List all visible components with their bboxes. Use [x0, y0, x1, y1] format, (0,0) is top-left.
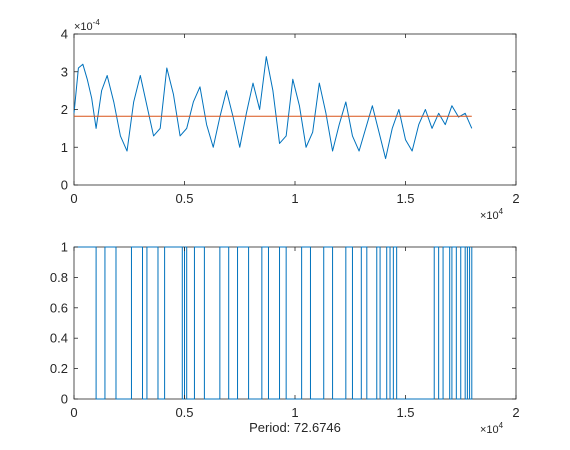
bottom-axes-box: [73, 246, 517, 400]
bottom-ticks-group: 0 0.5 1 1.5 2 0 0.2 0.4 0.6 0.8 1: [50, 240, 520, 421]
top-x-tick-label: 2: [512, 191, 519, 206]
bottom-axes: 0 0.5 1 1.5 2 0 0.2 0.4 0.6 0.8 1 ×104 Period: 72.…: [50, 240, 520, 437]
top-y-exponent-label: ×10-4: [74, 18, 100, 33]
top-x-exponent-label: ×104: [480, 207, 504, 222]
bottom-x-axis-label: Period: 72.6746: [249, 420, 341, 435]
top-y-exponent-power: -4: [93, 18, 101, 27]
bottom-y-tick-label: 0.8: [50, 270, 68, 285]
bottom-y-tick-label: 0.6: [50, 300, 68, 315]
top-series-group: [73, 56, 473, 160]
bottom-y-tick-label: 1: [61, 240, 68, 255]
bottom-y-tick-label: 0.4: [50, 331, 68, 346]
bottom-series-line-1: [74, 246, 473, 400]
bottom-x-tick-label: 0: [70, 405, 77, 420]
top-ticks-group: 0 0.5 1 1.5 2 0 1 2 3 4: [61, 27, 520, 207]
top-x-exponent-power: 4: [499, 207, 504, 216]
bottom-y-tick-label: 0.2: [50, 361, 68, 376]
top-y-tick-label: 2: [61, 102, 68, 117]
bottom-series-group: [74, 246, 473, 400]
top-x-tick-label: 1: [291, 191, 298, 206]
bottom-x-tick-label: 2: [512, 405, 519, 420]
bottom-x-tick-label: 1: [291, 405, 298, 420]
top-x-exponent-base: ×10: [480, 210, 499, 222]
top-y-exponent-base: ×10: [74, 21, 93, 33]
top-series-line-1: [73, 56, 473, 160]
bottom-x-exponent-power: 4: [499, 421, 504, 430]
top-y-tick-label: 0: [61, 178, 68, 193]
bottom-x-tick-label: 0.5: [175, 405, 193, 420]
top-x-tick-label: 0: [70, 191, 77, 206]
top-x-tick-label: 1.5: [396, 191, 414, 206]
top-y-tick-label: 4: [61, 27, 68, 42]
top-y-tick-label: 3: [61, 64, 68, 79]
bottom-x-exponent-base: ×10: [480, 424, 499, 436]
top-axes-box: [73, 33, 517, 186]
top-y-tick-label: 1: [61, 140, 68, 155]
top-x-tick-label: 0.5: [175, 191, 193, 206]
bottom-y-tick-label: 0: [61, 392, 68, 407]
bottom-x-exponent-label: ×104: [480, 421, 504, 436]
bottom-x-tick-label: 1.5: [396, 405, 414, 420]
